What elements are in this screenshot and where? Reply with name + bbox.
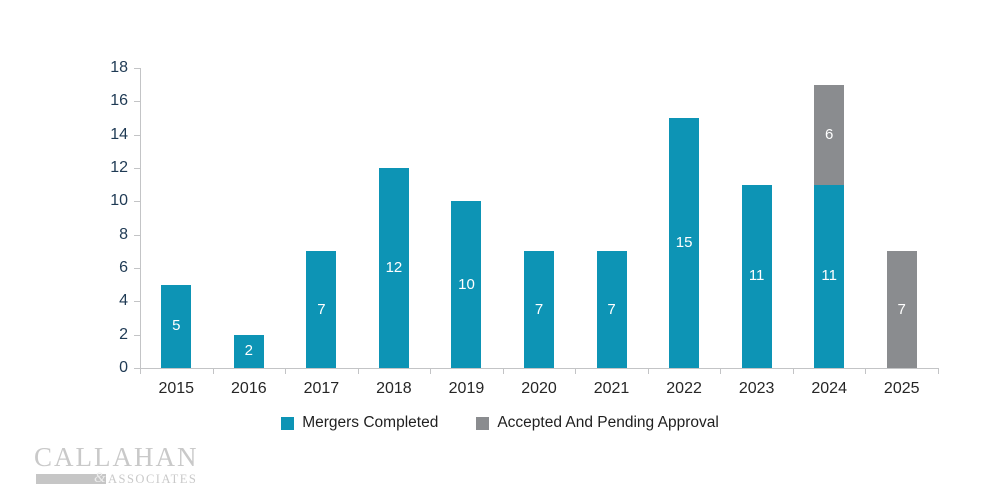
y-axis-tick	[134, 268, 140, 269]
y-axis-line	[140, 68, 141, 369]
x-axis-tick	[502, 369, 504, 374]
bar-segment: 7	[524, 251, 554, 368]
y-axis-tick-label: 6	[119, 259, 128, 276]
y-axis-tick-label: 18	[110, 59, 128, 76]
x-axis-line	[140, 368, 939, 369]
x-axis-category-label: 2019	[448, 380, 485, 397]
bar-value-label: 6	[825, 125, 834, 143]
y-axis-tick	[134, 168, 140, 169]
bar-value-label: 12	[385, 259, 403, 276]
legend-label: Mergers Completed	[302, 414, 439, 431]
x-axis-tick	[357, 369, 359, 374]
x-axis-tick	[938, 369, 939, 374]
x-axis-category-label: 2015	[158, 380, 195, 397]
bar-segment: 2	[233, 334, 264, 368]
bar-segment: 7	[886, 251, 917, 368]
y-axis-tick-label: 0	[119, 359, 128, 376]
bar-value-label: 7	[317, 300, 326, 318]
legend-item-pending-approval: Accepted And Pending Approval	[476, 414, 719, 432]
y-axis-tick-label: 12	[110, 159, 128, 176]
x-axis-tick	[865, 369, 867, 374]
bar-segment: 5	[161, 284, 192, 368]
x-axis-tick	[720, 369, 722, 374]
y-axis-tick	[134, 368, 140, 369]
y-axis-tick-label: 4	[119, 292, 128, 310]
y-axis-tick	[134, 201, 140, 203]
bar-value-label: 7	[897, 300, 906, 318]
bar-segment: 15	[669, 118, 700, 368]
x-axis-category-label: 2022	[666, 380, 702, 397]
callahan-associates-logo: CALLAHAN & ASSOCIATES	[34, 442, 199, 487]
logo-company-name: CALLAHAN	[34, 442, 199, 472]
logo-ampersand: &	[94, 470, 106, 486]
x-axis-tick	[285, 369, 287, 374]
chart-legend: Mergers Completed Accepted And Pending A…	[0, 413, 1000, 433]
legend-swatch-gray-icon	[476, 416, 490, 430]
bar-value-label: 10	[458, 275, 475, 293]
y-axis-tick-label: 16	[110, 92, 128, 110]
x-axis-tick	[430, 369, 432, 374]
bar-value-label: 5	[172, 317, 181, 335]
logo-bar-decoration	[36, 474, 106, 484]
bar-value-label: 2	[244, 342, 253, 360]
bar-segment: 11	[741, 184, 772, 368]
bar-segment: 6	[814, 84, 845, 185]
logo-subline: & ASSOCIATES	[34, 470, 199, 486]
y-axis-tick	[134, 68, 140, 69]
x-axis-category-label: 2024	[811, 380, 847, 397]
x-axis-tick	[212, 369, 214, 374]
logo-associates-text: ASSOCIATES	[108, 472, 198, 486]
legend-label: Accepted And Pending Approval	[497, 414, 719, 431]
bar-value-label: 11	[821, 267, 837, 285]
y-axis-tick	[134, 134, 140, 136]
bar-segment: 7	[306, 251, 337, 368]
bar-value-label: 15	[675, 234, 693, 251]
y-axis-tick	[134, 334, 140, 336]
bar-value-label: 11	[748, 267, 765, 285]
x-axis-tick	[140, 369, 141, 374]
x-axis-category-label: 2020	[521, 380, 557, 397]
x-axis-category-label: 2025	[883, 380, 920, 397]
bar-segment: 12	[378, 168, 409, 368]
x-axis-tick	[792, 369, 794, 374]
bar-value-label: 7	[534, 300, 544, 318]
legend-item-mergers-completed: Mergers Completed	[281, 414, 438, 432]
legend-swatch-teal-icon	[281, 416, 295, 430]
x-axis-category-label: 2016	[231, 380, 267, 397]
y-axis-tick-label: 2	[119, 325, 128, 343]
bar-segment: 11	[814, 184, 845, 368]
x-axis-category-label: 2017	[303, 380, 340, 397]
x-axis-category-label: 2023	[738, 380, 775, 397]
y-axis-tick-label: 14	[110, 125, 128, 143]
bar-segment: 7	[596, 251, 627, 368]
x-axis-tick	[575, 369, 577, 374]
y-axis-tick	[134, 101, 140, 103]
bar-value-label: 7	[607, 300, 616, 318]
y-axis-tick	[134, 301, 140, 303]
y-axis-tick	[134, 234, 140, 236]
x-axis-category-label: 2018	[376, 380, 412, 397]
y-axis-tick-label: 10	[110, 192, 128, 210]
x-axis-category-label: 2021	[593, 380, 630, 397]
x-axis-tick	[647, 369, 649, 374]
y-axis-tick-label: 8	[119, 225, 128, 243]
bar-segment: 10	[451, 201, 482, 368]
